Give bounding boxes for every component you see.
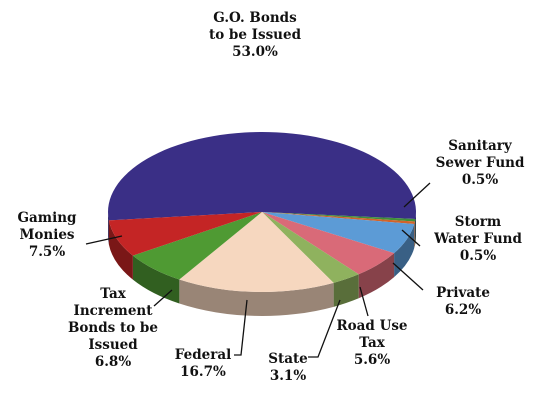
slice-go-bonds [107,131,417,221]
slice-state-value-label: 3.1% [270,368,306,384]
slice-road-use-tax-name-label: Road Use [336,318,407,334]
slice-storm-water-label: Storm Water Fund 0.5% [433,214,522,264]
slice-federal-name-label: Federal [175,347,231,363]
slice-federal-label: Federal 16.7% [175,347,231,380]
slice-state-side [333,274,359,307]
slice-sanitary-sewer [262,212,416,222]
slice-federal-leader-line [234,299,248,356]
slice-tax-increment-name-label: Increment [74,303,154,319]
slice-road-use-tax-label: Road Use Tax 5.6% [336,318,407,368]
slice-sanitary-sewer-label: Sanitary Sewer Fund 0.5% [436,138,525,188]
slice-sanitary-sewer-value-label: 0.5% [462,172,498,188]
slice-private-label: Private 6.2% [436,285,490,318]
slice-federal-side [179,279,334,316]
slice-gaming-monies [108,212,262,256]
slice-tax-increment-value-label: 6.8% [95,354,131,370]
slice-tax-increment-side [132,255,180,304]
slice-storm-water-name-label: Water Fund [433,231,522,247]
slice-gaming-monies-name-label: Gaming [18,210,78,226]
slice-sanitary-sewer-name-label: Sewer Fund [436,155,525,171]
slice-tax-increment-name-label: Issued [88,337,138,353]
slice-storm-water-leader-line [401,229,421,247]
slice-private-name-label: Private [436,285,490,301]
slice-sanitary-sewer-leader-line [403,182,431,208]
slice-go-bonds-side [415,212,416,243]
slice-road-use-tax-leader-line [359,286,369,317]
slice-go-bonds-label: G.O. Bonds to be Issued 53.0% [209,10,302,60]
slice-road-use-tax-value-label: 5.6% [354,352,390,368]
slice-go-bonds-name-label: G.O. Bonds [213,10,297,26]
slice-road-use-tax-side [358,253,395,299]
slice-tax-increment-name-label: Tax [100,286,127,302]
slice-go-bonds-value-label: 53.0% [232,44,278,60]
slice-gaming-monies-side [108,220,133,280]
slice-storm-water-name-label: Storm [455,214,501,230]
slice-private-value-label: 6.2% [445,302,481,318]
slice-road-use-tax [262,212,395,275]
slice-tax-increment-name-label: Bonds to be [68,320,158,336]
slice-state-label: State 3.1% [268,351,308,384]
slice-road-use-tax-name-label: Tax [359,335,386,351]
slice-tax-increment [132,212,262,280]
slice-private-leader-line [392,262,424,291]
slice-tax-increment-leader-line [153,289,173,307]
slice-storm-water [262,212,415,224]
slice-storm-water-value-label: 0.5% [460,248,496,264]
slice-private [262,212,415,254]
slice-gaming-monies-label: Gaming Monies 7.5% [18,210,78,260]
slice-gaming-monies-value-label: 7.5% [29,244,65,260]
slice-sanitary-sewer-name-label: Sanitary [448,138,513,154]
slice-state [262,212,359,283]
slice-federal-value-label: 16.7% [180,364,226,380]
slice-gaming-monies-leader-line [85,235,123,245]
slice-state-name-label: State [268,351,308,367]
slice-go-bonds-name-label: to be Issued [209,27,302,43]
slice-tax-increment-label: Tax Increment Bonds to be Issued 6.8% [68,286,158,370]
slice-storm-water-side [414,221,415,248]
slice-federal [179,212,334,292]
slice-state-leader-line [308,299,341,358]
slice-go-bonds-side [108,212,109,245]
slice-gaming-monies-name-label: Monies [19,227,74,243]
